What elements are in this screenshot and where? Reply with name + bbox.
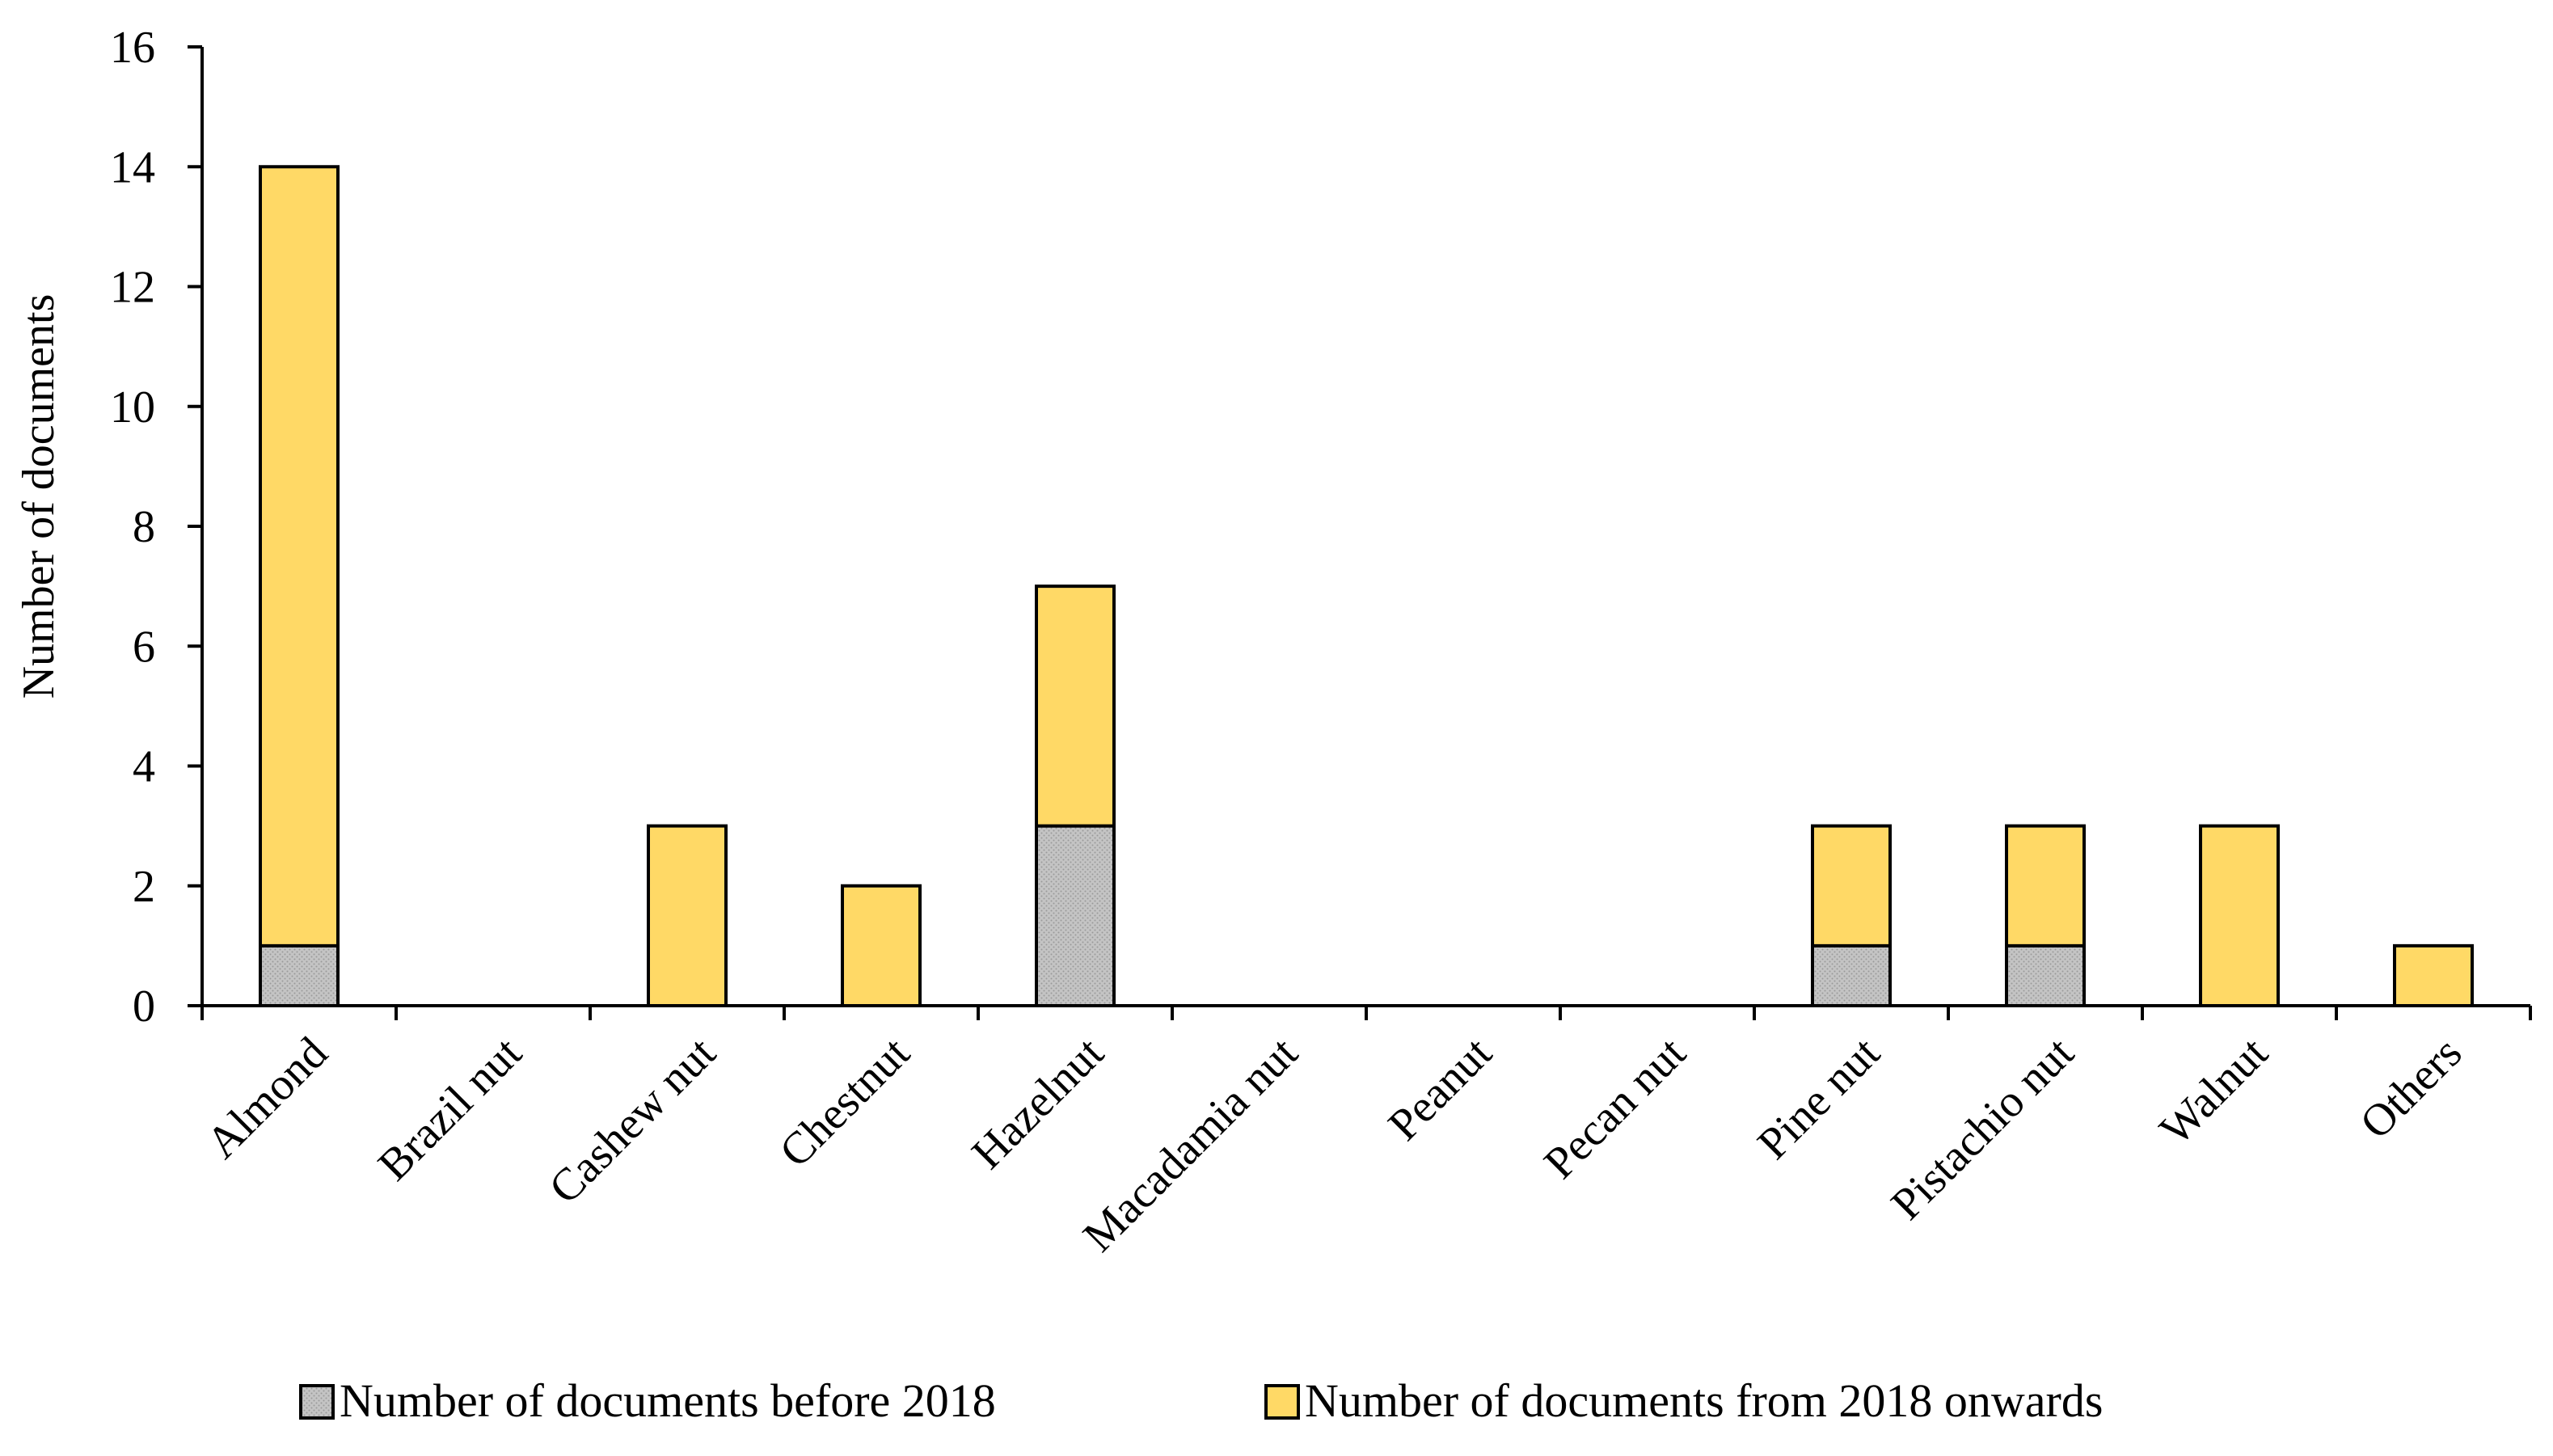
y-tick-label: 4 [133, 742, 155, 792]
bar-almond-from-2018 [259, 165, 340, 947]
bar-others-from-2018 [2393, 943, 2474, 1007]
y-tick-label: 0 [133, 981, 155, 1032]
bar-pistachio-nut-before-2018 [2005, 943, 2086, 1007]
bar-pine-nut-before-2018 [1811, 943, 1892, 1007]
x-category-label: Cashew nut [539, 1028, 725, 1213]
bar-walnut-from-2018 [2199, 824, 2280, 1007]
bar-almond-before-2018 [259, 943, 340, 1007]
bar-pistachio-nut-from-2018 [2005, 824, 2086, 947]
bars [259, 165, 2474, 1007]
x-category-label: Pine nut [1748, 1028, 1889, 1169]
x-category-label: Pistachio nut [1882, 1028, 2084, 1230]
legend-swatch-from-2018 [1264, 1384, 1300, 1420]
y-tick-label: 10 [110, 382, 155, 433]
y-axis-title: Number of documents [14, 294, 64, 699]
y-tick-label: 12 [110, 263, 155, 313]
y-tick-label: 2 [133, 862, 155, 912]
y-tick-label: 14 [110, 142, 155, 192]
y-tick-label: 8 [133, 502, 155, 552]
axes [188, 45, 2532, 1020]
x-category-label: Walnut [2150, 1028, 2278, 1155]
legend: Number of documents before 2018 Number o… [299, 1374, 2103, 1427]
legend-label-from-2018: Number of documents from 2018 onwards [1305, 1374, 2103, 1427]
x-category-label: Chestnut [770, 1028, 920, 1177]
y-tick-label: 6 [133, 622, 155, 672]
bar-hazelnut-from-2018 [1035, 585, 1116, 828]
x-category-label: Brazil nut [369, 1028, 531, 1190]
bar-pine-nut-from-2018 [1811, 824, 1892, 947]
x-category-label: Others [2351, 1028, 2471, 1148]
x-category-label: Peanut [1379, 1028, 1502, 1150]
x-category-label: Pecan nut [1534, 1028, 1695, 1188]
bar-cashew-nut-from-2018 [647, 824, 728, 1007]
y-tick-label: 16 [110, 23, 155, 73]
legend-label-before-2018: Number of documents before 2018 [340, 1374, 996, 1427]
y-tick-labels: 0 2 4 6 8 10 12 14 16 [110, 23, 155, 1032]
x-category-label: Hazelnut [962, 1028, 1113, 1179]
x-category-labels: Almond Brazil nut Cashew nut Chestnut Hazeln… [197, 1028, 2472, 1261]
bar-hazelnut-before-2018 [1035, 824, 1116, 1007]
bar-chestnut-from-2018 [841, 884, 922, 1007]
x-category-label: Almond [197, 1028, 338, 1168]
legend-swatch-before-2018 [299, 1384, 335, 1420]
